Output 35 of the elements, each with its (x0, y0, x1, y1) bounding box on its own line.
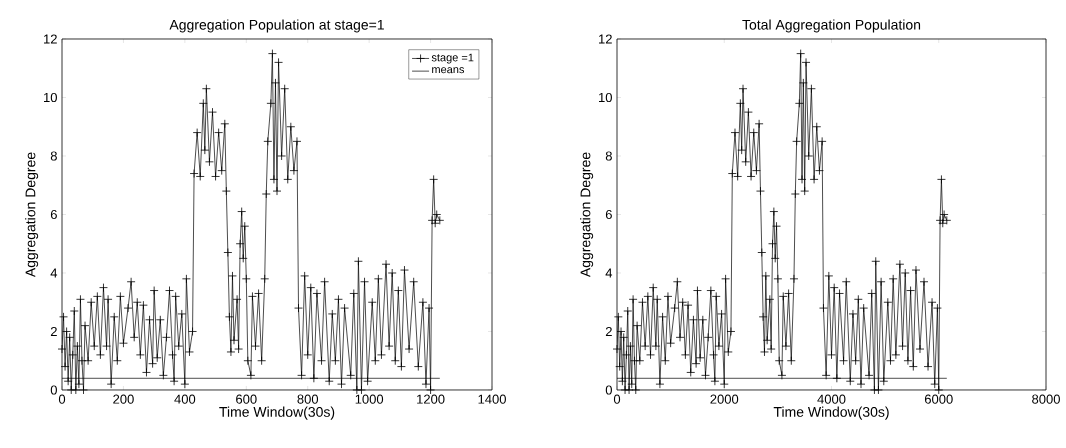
x-tick-label: 8000 (1032, 394, 1060, 404)
y-tick-label: 10 (44, 92, 57, 103)
x-tick-label: 2000 (710, 394, 739, 404)
x-tick-label: 600 (236, 394, 257, 404)
x-tick-label: 0 (58, 394, 66, 404)
y-tick-label: 6 (605, 209, 612, 220)
chart-title: Aggregation Population at stage=1 (169, 19, 384, 33)
y-tick-label: 12 (44, 34, 57, 44)
x-axis-title: Time Window(30s) (219, 406, 335, 420)
y-tick-label: 4 (50, 268, 58, 278)
y-tick-label: 10 (599, 92, 612, 103)
y-tick-label: 2 (50, 326, 57, 337)
x-tick-label: 800 (297, 394, 319, 404)
x-tick-label: 1400 (478, 394, 506, 404)
y-tick-label: 12 (599, 34, 612, 44)
y-tick-label: 4 (605, 268, 613, 278)
legend-label: means (432, 67, 465, 74)
legend-label: stage =1 (431, 53, 474, 64)
x-tick-label: 4000 (817, 394, 846, 404)
y-tick-label: 0 (605, 385, 612, 395)
x-tick-label: 1000 (355, 394, 384, 404)
x-axis-title: Time Window(30s) (773, 406, 889, 420)
x-tick-label: 1200 (417, 394, 445, 404)
y-axis-title: Aggregation Degree (25, 152, 39, 278)
x-tick-label: 400 (174, 394, 196, 404)
x-tick-label: 200 (113, 394, 134, 404)
y-tick-label: 6 (50, 209, 57, 220)
x-tick-label: 6000 (924, 394, 953, 404)
y-tick-label: 8 (605, 151, 612, 161)
y-tick-label: 0 (50, 385, 57, 395)
y-axis-title: Aggregation Degree (580, 152, 594, 278)
x-tick-label: 0 (613, 394, 621, 404)
chart-title: Total Aggregation Population (742, 19, 921, 33)
y-tick-label: 2 (605, 326, 612, 337)
y-tick-label: 8 (50, 151, 57, 161)
